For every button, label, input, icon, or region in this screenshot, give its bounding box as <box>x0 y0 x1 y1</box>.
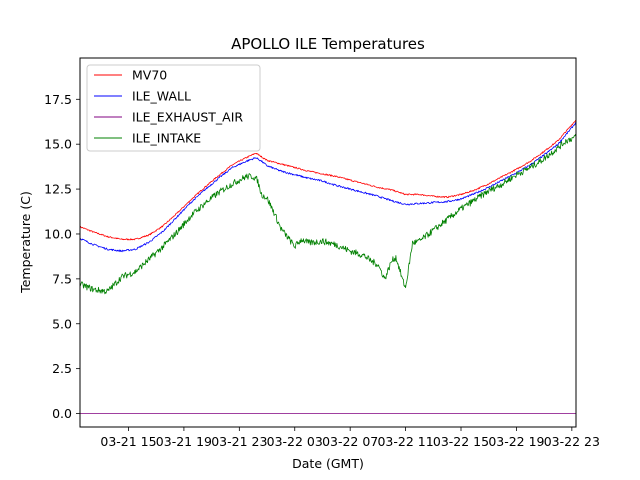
x-tick-label: 03-22 15 <box>433 434 489 449</box>
chart-title: APOLLO ILE Temperatures <box>231 35 425 53</box>
y-tick-label: 10.0 <box>44 226 72 241</box>
series-layer <box>80 119 576 414</box>
y-tick-label: 2.5 <box>52 361 72 376</box>
legend-frame <box>86 64 261 152</box>
x-tick-label: 03-22 03 <box>267 434 323 449</box>
y-tick-label: 5.0 <box>52 316 72 331</box>
x-tick-label: 03-22 11 <box>377 434 433 449</box>
x-tick-label: 03-21 23 <box>211 434 267 449</box>
y-tick-label: 12.5 <box>44 182 72 197</box>
x-tick-label: 03-22 07 <box>322 434 378 449</box>
x-axis-label: Date (GMT) <box>292 456 364 471</box>
plot-frame <box>79 57 577 428</box>
series-line-ile-intake <box>80 133 576 295</box>
y-axis-label: Temperature (C) <box>18 191 33 294</box>
y-tick-label: 17.5 <box>44 92 72 107</box>
x-axis: 03-21 15 03-21 19 03-21 23 03-22 03 03-22 07… <box>100 427 600 449</box>
legend-label-mv70: MV70 <box>132 68 167 83</box>
y-axis: 0.0 2.5 5.0 7.5 10.0 12.5 15.0 17.5 <box>44 92 80 421</box>
x-tick-label: 03-22 23 <box>544 434 600 449</box>
legend: MV70 ILE_WALL ILE_EXHAUST_AIR ILE_INTAKE <box>86 64 261 152</box>
x-tick-label: 03-21 19 <box>156 434 212 449</box>
legend-label-ile-exhaust-air: ILE_EXHAUST_AIR <box>132 110 243 125</box>
legend-label-ile-wall: ILE_WALL <box>132 89 191 104</box>
series-line-mv70 <box>80 119 576 241</box>
y-tick-label: 15.0 <box>44 137 72 152</box>
x-tick-label: 03-22 19 <box>488 434 544 449</box>
series-line-ile-wall <box>80 122 576 253</box>
x-tick-label: 03-21 15 <box>100 434 156 449</box>
legend-label-ile-intake: ILE_INTAKE <box>132 131 201 146</box>
y-tick-label: 0.0 <box>52 406 72 421</box>
y-tick-label: 7.5 <box>52 271 72 286</box>
